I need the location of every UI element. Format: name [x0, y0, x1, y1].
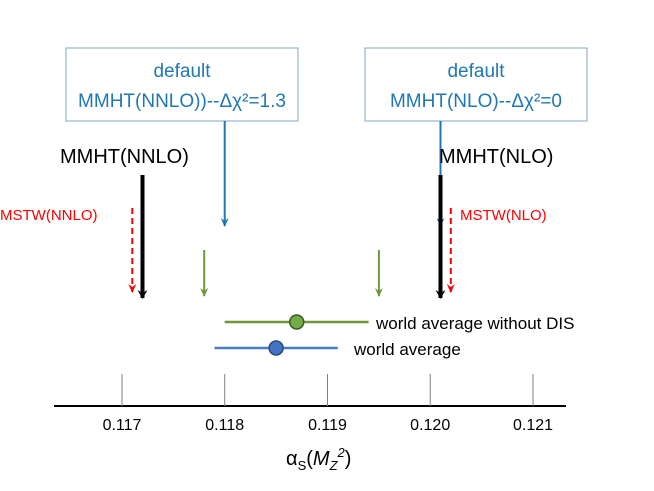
annotation-box-nnlo: default MMHT(NNLO))--Δχ²=1.3	[65, 47, 299, 122]
annotation-box-nnlo-line2: MMHT(NNLO))--Δχ²=1.3	[78, 91, 286, 112]
x-tick-label-0119: 0.119	[308, 417, 347, 434]
x-tick-label-0121: 0.121	[513, 417, 553, 434]
x-axis-label: αS(MZ2)	[286, 445, 351, 473]
x-axis-label-z: Z	[329, 458, 339, 473]
mmht-nlo-label: MMHT(NLO)	[439, 146, 553, 168]
x-ticks	[121, 374, 534, 406]
world-average-label: world average	[353, 340, 461, 359]
world-average-without-dis-marker	[288, 314, 305, 330]
mstw-nnlo-label: MSTW(NNLO)	[0, 207, 98, 224]
x-axis-label-alpha: α	[286, 448, 298, 470]
annotation-box-nnlo-frame	[65, 47, 299, 122]
annotation-box-nlo-line1: default	[447, 61, 505, 82]
mstw-nlo-label: MSTW(NLO)	[460, 207, 547, 224]
x-tick-labels: 0.117 0.118 0.119 0.120 0.121	[103, 417, 554, 434]
world-average: world average	[214, 340, 461, 359]
annotation-box-nlo-frame	[364, 47, 588, 122]
x-tick-label-0118: 0.118	[205, 417, 244, 434]
mmht-nnlo-label: MMHT(NNLO)	[60, 146, 189, 168]
annotation-box-nnlo-line1: default	[153, 61, 211, 82]
x-axis-label-m: M	[313, 448, 330, 470]
annotation-box-nlo-line2: MMHT(NLO)--Δχ²=0	[390, 91, 562, 112]
world-average-without-dis: world average without DIS	[224, 314, 574, 333]
x-tick-label-0120: 0.120	[410, 417, 450, 434]
annotation-box-nlo: default MMHT(NLO)--Δχ²=0	[364, 47, 588, 122]
world-average-marker	[268, 340, 284, 356]
x-axis-label-sup: 2	[337, 445, 346, 460]
x-tick-label-0117: 0.117	[103, 417, 142, 434]
x-axis-label-sub: S	[298, 458, 307, 473]
world-average-without-dis-label: world average without DIS	[375, 314, 574, 333]
